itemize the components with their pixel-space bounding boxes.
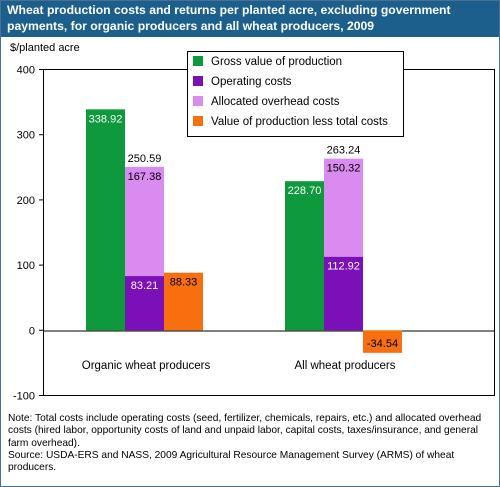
data-label-value-of-production-less-total-costs-all-wheat-producers: -34.54 [367,338,398,350]
legend-label-overhead-costs: Allocated overhead costs [211,96,340,108]
bar-allocated-overhead-costs-all-wheat-producers [324,158,363,257]
title-bar: Wheat production costs and returns per p… [1,1,499,37]
data-label-gross-value-of-production-organic-wheat-producers: 338.92 [89,113,123,125]
legend: Gross value of production Operating cost… [187,51,404,137]
data-label-allocated-overhead-costs-organic-wheat-producers: 167.38 [128,171,162,183]
data-label-total-costs-all-wheat-producers: 263.24 [327,145,361,157]
y-tick-label: 400 [17,65,35,77]
y-tick-label: 200 [17,195,35,207]
y-tick-label: 100 [17,260,35,272]
bar-allocated-overhead-costs-organic-wheat-producers [125,166,164,277]
legend-swatch-operating-costs [193,76,203,86]
bar-operating-costs-all-wheat-producers [324,256,363,331]
bar-value-of-production-less-total-costs-all-wheat-producers [363,330,402,353]
footnote: Note: Total costs include operating cost… [8,413,494,474]
legend-swatch-overhead-costs [193,96,203,106]
category-label-organic: Organic wheat producers [82,360,211,372]
bar-operating-costs-organic-wheat-producers [125,276,164,331]
bar-gross-value-of-production-all-wheat-producers [285,181,324,331]
note-text: Note: Total costs include operating cost… [8,413,482,449]
bar-chart: $/planted acre -100 0 100 200 300 400 338.92 8… [10,42,495,403]
legend-label-operating-costs: Operating costs [211,76,292,88]
legend-swatch-net-value [193,116,203,126]
data-label-allocated-overhead-costs-all-wheat-producers: 150.32 [327,163,361,175]
chart-title: Wheat production costs and returns per p… [7,3,451,33]
data-label-operating-costs-organic-wheat-producers: 83.21 [131,280,159,292]
y-tick-label: -100 [13,391,35,403]
legend-label-net-value: Value of production less total costs [211,116,388,128]
source-text: Source: USDA-ERS and NASS, 2009 Agricult… [8,449,455,474]
legend-box [187,51,404,137]
legend-label-gross-value: Gross value of production [211,56,342,68]
data-label-operating-costs-all-wheat-producers: 112.92 [327,261,360,273]
bar-gross-value-of-production-organic-wheat-producers [86,109,125,331]
y-axis-label: $/planted acre [10,42,80,54]
data-label-gross-value-of-production-all-wheat-producers: 228.70 [288,185,322,197]
category-label-all: All wheat producers [295,360,396,372]
data-label-total-costs-organic-wheat-producers: 250.59 [128,153,162,165]
y-tick-label: 0 [29,325,35,337]
bar-value-of-production-less-total-costs-organic-wheat-producers [164,272,203,331]
y-tick-label: 300 [17,130,35,142]
legend-swatch-gross-value [193,56,203,66]
data-label-value-of-production-less-total-costs-organic-wheat-producers: 88.33 [170,277,198,289]
